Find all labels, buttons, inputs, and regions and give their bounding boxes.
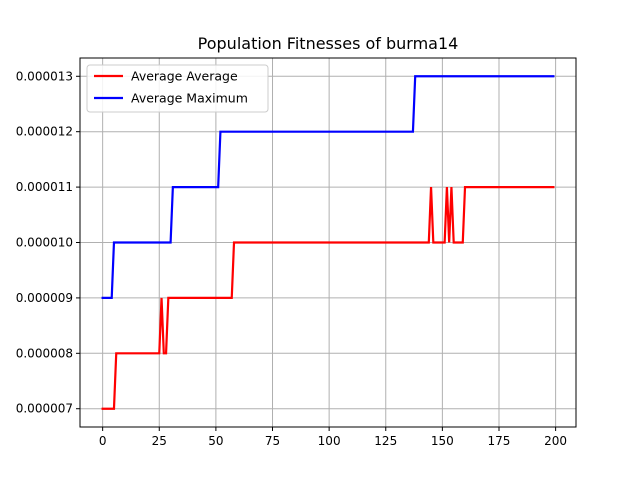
series-layer [101,75,555,410]
x-tick-label: 175 [488,434,511,448]
y-tick-label: 0.000009 [16,291,73,305]
legend-box [86,64,269,113]
y-tick-label: 0.000007 [16,402,73,416]
legend-label-average-maximum: Average Maximum [131,91,248,106]
legend-label-average-average: Average Average [131,69,238,84]
chart-title: Population Fitnesses of burma14 [198,34,459,53]
x-tick-label: 125 [374,434,397,448]
x-tick-label: 100 [318,434,341,448]
x-tick-label: 200 [544,434,567,448]
y-tick-label: 0.000012 [16,125,73,139]
series-line-average-average [101,185,555,410]
x-tick-label: 150 [431,434,454,448]
y-tick-label: 0.000013 [16,69,73,83]
y-tick-label: 0.000010 [16,236,73,250]
x-tick-label: 25 [152,434,167,448]
x-tick-label: 0 [99,434,107,448]
x-axis: 0 25 50 75 100 125 150 175 200 [99,427,567,448]
y-tick-label: 0.000011 [16,180,73,194]
y-axis: 0.000007 0.000008 0.000009 0.000010 0.000011… [16,69,80,416]
x-tick-label: 50 [208,434,223,448]
y-tick-label: 0.000008 [16,346,73,360]
x-tick-label: 75 [265,434,280,448]
legend: Average Average Average Maximum [86,64,269,113]
series-line-average-maximum [101,75,555,300]
